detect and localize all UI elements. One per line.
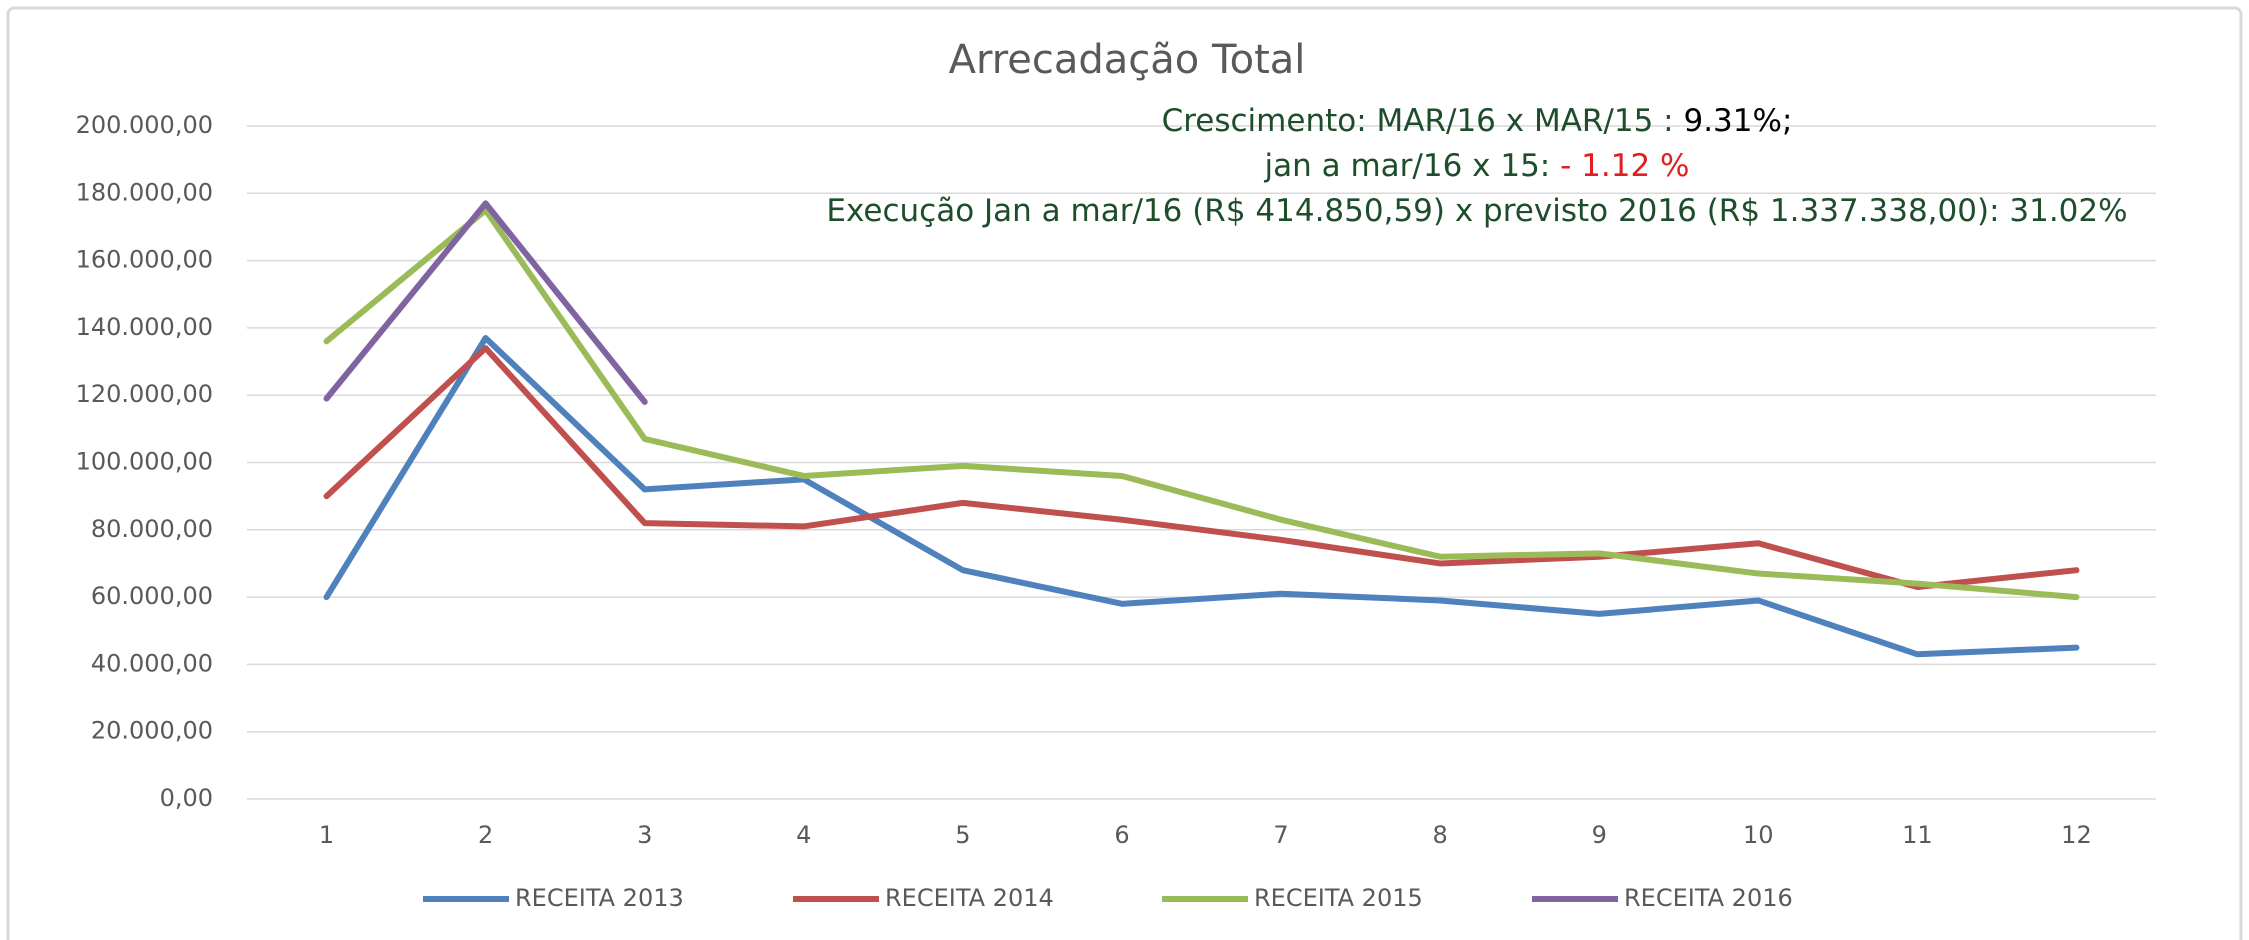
x-tick-label: 6	[1114, 821, 1129, 849]
chart-title: Arrecadação Total	[949, 37, 1306, 83]
annotation: Crescimento: MAR/16 x MAR/15 : 9.31%;	[1162, 103, 1793, 139]
annotation: jan a mar/16 x 15: - 1.12 %	[1264, 148, 1690, 184]
y-tick-label: 100.000,00	[76, 448, 213, 476]
data-line	[323, 334, 2080, 658]
annotation-part: jan a mar/16 x 15:	[1264, 148, 1561, 184]
x-tick-label: 4	[796, 821, 811, 849]
x-tick-label: 7	[1273, 821, 1288, 849]
y-tick-label: 200.000,00	[76, 111, 213, 139]
y-tick-label: 60.000,00	[91, 582, 213, 610]
x-tick-label: 9	[1592, 821, 1607, 849]
x-tick-label: 11	[1902, 821, 1933, 849]
x-tick-label: 5	[955, 821, 970, 849]
legend-label: RECEITA 2014	[885, 884, 1054, 912]
annotation-part: Crescimento: MAR/16 x MAR/15 :	[1162, 103, 1684, 139]
y-tick-label: 120.000,00	[76, 380, 213, 408]
x-tick-label: 10	[1743, 821, 1774, 849]
y-tick-label: 140.000,00	[76, 313, 213, 341]
y-tick-label: 40.000,00	[91, 649, 213, 677]
y-tick-label: 160.000,00	[76, 246, 213, 274]
y-tick-label: 80.000,00	[91, 515, 213, 543]
data-line	[323, 207, 2080, 601]
annotation-part: 9.31%;	[1683, 103, 1792, 139]
y-tick-label: 0,00	[160, 784, 213, 812]
annotation-part: Execução Jan a mar/16 (R$ 414.850,59) x …	[826, 193, 2127, 229]
x-tick-label: 2	[478, 821, 493, 849]
legend-label: RECEITA 2016	[1624, 884, 1793, 912]
legend-label: RECEITA 2013	[515, 884, 684, 912]
x-tick-label: 3	[637, 821, 652, 849]
x-tick-label: 8	[1432, 821, 1447, 849]
annotation-part: - 1.12 %	[1560, 148, 1689, 184]
x-tick-label: 1	[319, 821, 334, 849]
legend-label: RECEITA 2015	[1254, 884, 1423, 912]
y-tick-label: 180.000,00	[76, 178, 213, 206]
data-line	[323, 200, 648, 405]
data-line	[323, 345, 2080, 591]
x-tick-label: 12	[2061, 821, 2092, 849]
y-tick-label: 20.000,00	[91, 717, 213, 745]
annotation: Execução Jan a mar/16 (R$ 414.850,59) x …	[826, 193, 2127, 229]
